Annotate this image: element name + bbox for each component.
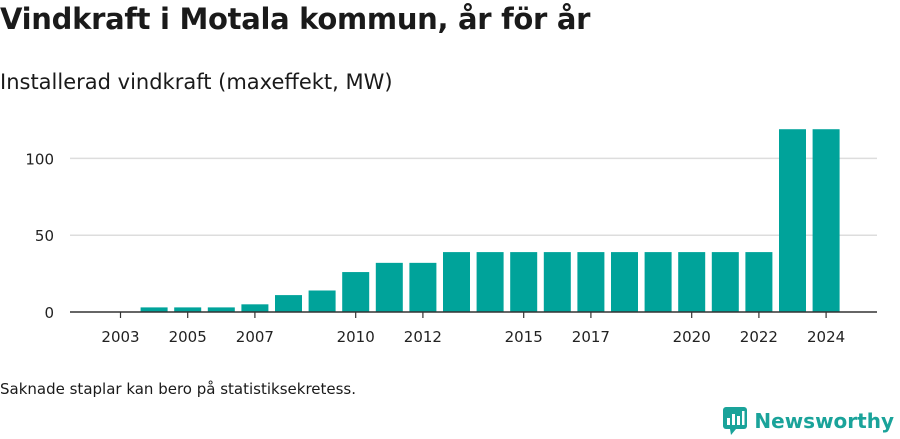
brand-logo: Newsworthy xyxy=(722,406,894,436)
chart-title: Vindkraft i Motala kommun, år för år xyxy=(0,2,591,36)
x-tick-label: 2007 xyxy=(236,328,274,346)
x-axis-ticks: 2003 2005 2007 2010 2012 2015 2017 2020 2022 2024 xyxy=(101,312,845,346)
x-tick-label: 2022 xyxy=(740,328,778,346)
x-tick-label: 2020 xyxy=(673,328,711,346)
bar-2014 xyxy=(476,252,504,312)
bar-2009 xyxy=(308,290,336,312)
bar-2018 xyxy=(611,252,638,312)
bar-2017 xyxy=(577,252,605,312)
bar-2013 xyxy=(443,252,470,312)
y-axis-ticks: 0 50 100 xyxy=(25,150,54,322)
bar-2022 xyxy=(745,252,773,312)
footnote: Saknade staplar kan bero på statistiksek… xyxy=(0,380,357,398)
x-tick-label: 2003 xyxy=(101,328,139,346)
x-tick-label: 2015 xyxy=(505,328,543,346)
bar-2020 xyxy=(678,252,706,312)
bar-2019 xyxy=(644,252,672,312)
bar-2004 xyxy=(140,307,168,312)
x-tick-label: 2024 xyxy=(807,328,845,346)
x-tick-label: 2012 xyxy=(404,328,442,346)
bar-2021 xyxy=(711,252,739,312)
x-tick-label: 2010 xyxy=(337,328,375,346)
newsworthy-logo-icon xyxy=(723,407,748,435)
bar-2024 xyxy=(812,129,840,312)
bar-2011 xyxy=(375,262,403,312)
bar-2010 xyxy=(342,272,370,312)
y-tick-label: 50 xyxy=(35,227,54,245)
bar-2005 xyxy=(174,307,202,312)
y-tick-label: 100 xyxy=(25,150,54,168)
bar-2023 xyxy=(779,129,806,312)
bar-2012 xyxy=(409,262,437,312)
bar-2008 xyxy=(275,295,302,312)
x-tick-label: 2005 xyxy=(169,328,207,346)
chart-subtitle: Installerad vindkraft (maxeffekt, MW) xyxy=(0,70,393,94)
bar-2007 xyxy=(241,304,269,312)
brand-name: Newsworthy xyxy=(754,409,894,433)
x-tick-label: 2017 xyxy=(572,328,610,346)
bars xyxy=(140,129,840,312)
y-tick-label: 0 xyxy=(44,304,54,322)
grid-lines xyxy=(70,157,877,236)
bar-2006 xyxy=(207,307,235,312)
bar-2015 xyxy=(510,252,538,312)
bar-2016 xyxy=(543,252,571,312)
